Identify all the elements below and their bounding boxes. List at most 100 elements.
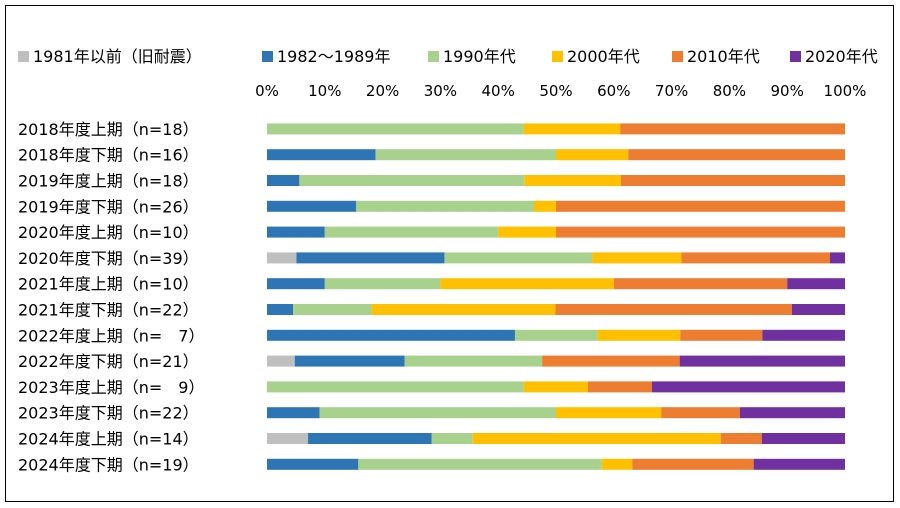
y-category-label: 2018年度上期（n=18）: [18, 120, 199, 139]
bar-segment: [620, 175, 845, 186]
legend-label: 1981年以前（旧耐震）: [33, 47, 202, 66]
bar-segment: [556, 149, 629, 161]
bar-segment: [267, 226, 325, 238]
bar-segment: [294, 355, 405, 367]
legend-label: 1990年代: [443, 47, 516, 66]
x-tick-label: 40%: [482, 82, 515, 100]
y-axis-labels: 2018年度上期（n=18） 2018年度下期（n=16） 2019年度上期（n=1…: [18, 120, 204, 474]
bar-segment: [267, 149, 376, 161]
x-tick-label: 10%: [308, 82, 341, 100]
bar-segment: [356, 200, 535, 212]
bar-segment: [661, 407, 740, 419]
legend-item: 2000年代: [552, 47, 640, 66]
bar-segment: [592, 252, 682, 264]
y-category-label: 2022年度上期（n= 7）: [18, 326, 204, 345]
y-category-label: 2020年度下期（n=39）: [18, 249, 199, 268]
bar-segment: [601, 458, 633, 470]
legend-swatch: [428, 51, 439, 62]
legend-label: 2010年代: [687, 47, 760, 66]
y-category-label: 2024年度下期（n=19）: [18, 455, 199, 474]
bar-segment: [739, 407, 845, 419]
bar-segment: [267, 200, 357, 212]
legend-item: 1982～1989年: [262, 47, 390, 66]
bar-segment: [296, 252, 445, 264]
bar-segment: [324, 278, 441, 290]
legend-swatch: [790, 51, 801, 62]
y-category-label: 2023年度下期（n=22）: [18, 404, 199, 423]
bar-segment: [267, 329, 515, 341]
bar-segment: [597, 329, 681, 341]
legend-swatch: [552, 51, 563, 62]
x-tick-label: 70%: [655, 82, 688, 100]
bar-segment: [267, 407, 320, 419]
bar-segment: [267, 433, 309, 444]
bar-segment: [267, 175, 300, 186]
x-axis-ticks: 0% 10% 20% 30% 40% 50% 60% 70% 80% 90% 100%: [255, 82, 866, 100]
y-category-label: 2020年度上期（n=10）: [18, 223, 199, 242]
x-tick-label: 80%: [713, 82, 746, 100]
bar-segment: [472, 433, 721, 444]
legend-item: 1981年以前（旧耐震）: [18, 47, 202, 66]
bar-segment: [375, 149, 556, 161]
x-tick-label: 50%: [539, 82, 572, 100]
legend-swatch: [672, 51, 683, 62]
bar-segment: [829, 252, 845, 264]
bar-segment: [267, 252, 297, 264]
y-category-label: 2021年度上期（n=10）: [18, 275, 199, 294]
bar-segment: [753, 458, 845, 470]
x-tick-label: 60%: [597, 82, 630, 100]
legend-swatch: [18, 51, 29, 62]
bar-segment: [299, 175, 525, 186]
bar-segment: [556, 226, 845, 238]
legend-item: 1990年代: [428, 47, 516, 66]
legend-label: 2020年代: [805, 47, 878, 66]
y-category-label: 2023年度上期（n= 9）: [18, 378, 204, 397]
y-category-label: 2024年度上期（n=14）: [18, 430, 199, 449]
bar-segment: [680, 329, 763, 341]
bar-segment: [720, 433, 762, 444]
legend: 1981年以前（旧耐震） 1982～1989年 1990年代 2000年代 2010年代…: [18, 47, 878, 66]
bar-segment: [542, 355, 680, 367]
chart-frame: [5, 5, 894, 502]
legend-label: 1982～1989年: [277, 47, 390, 66]
bar-segment: [632, 458, 754, 470]
x-tick-label: 20%: [366, 82, 399, 100]
bar-segment: [444, 252, 593, 264]
bar-segment: [267, 355, 295, 367]
bar-segment: [371, 304, 556, 315]
bar-segment: [267, 458, 359, 470]
x-tick-label: 90%: [771, 82, 804, 100]
y-category-label: 2019年度上期（n=18）: [18, 172, 199, 191]
bar-segment: [404, 355, 543, 367]
y-category-label: 2018年度下期（n=16）: [18, 146, 199, 165]
bar-segment: [523, 381, 588, 393]
bar-segment: [556, 407, 662, 419]
bar-segment: [358, 458, 602, 470]
x-tick-label: 30%: [424, 82, 457, 100]
bars: [267, 123, 845, 470]
bar-segment: [587, 381, 652, 393]
bar-segment: [613, 278, 788, 290]
bar-segment: [555, 304, 792, 315]
legend-item: 2010年代: [672, 47, 760, 66]
bar-segment: [651, 381, 845, 393]
bar-segment: [761, 433, 845, 444]
bar-segment: [787, 278, 845, 290]
bar-segment: [267, 278, 325, 290]
bar-segment: [431, 433, 473, 444]
y-category-label: 2019年度下期（n=26）: [18, 197, 199, 216]
x-tick-label: 0%: [255, 82, 279, 100]
bar-segment: [628, 149, 845, 161]
bar-segment: [679, 355, 845, 367]
y-category-label: 2021年度下期（n=22）: [18, 301, 199, 320]
y-category-label: 2022年度下期（n=21）: [18, 352, 199, 371]
bar-segment: [524, 175, 621, 186]
legend-item: 2020年代: [790, 47, 878, 66]
bar-segment: [267, 381, 524, 393]
bar-segment: [308, 433, 432, 444]
x-tick-label: 100%: [824, 82, 867, 100]
bar-segment: [762, 329, 845, 341]
bar-segment: [267, 123, 524, 135]
bar-segment: [523, 123, 621, 135]
